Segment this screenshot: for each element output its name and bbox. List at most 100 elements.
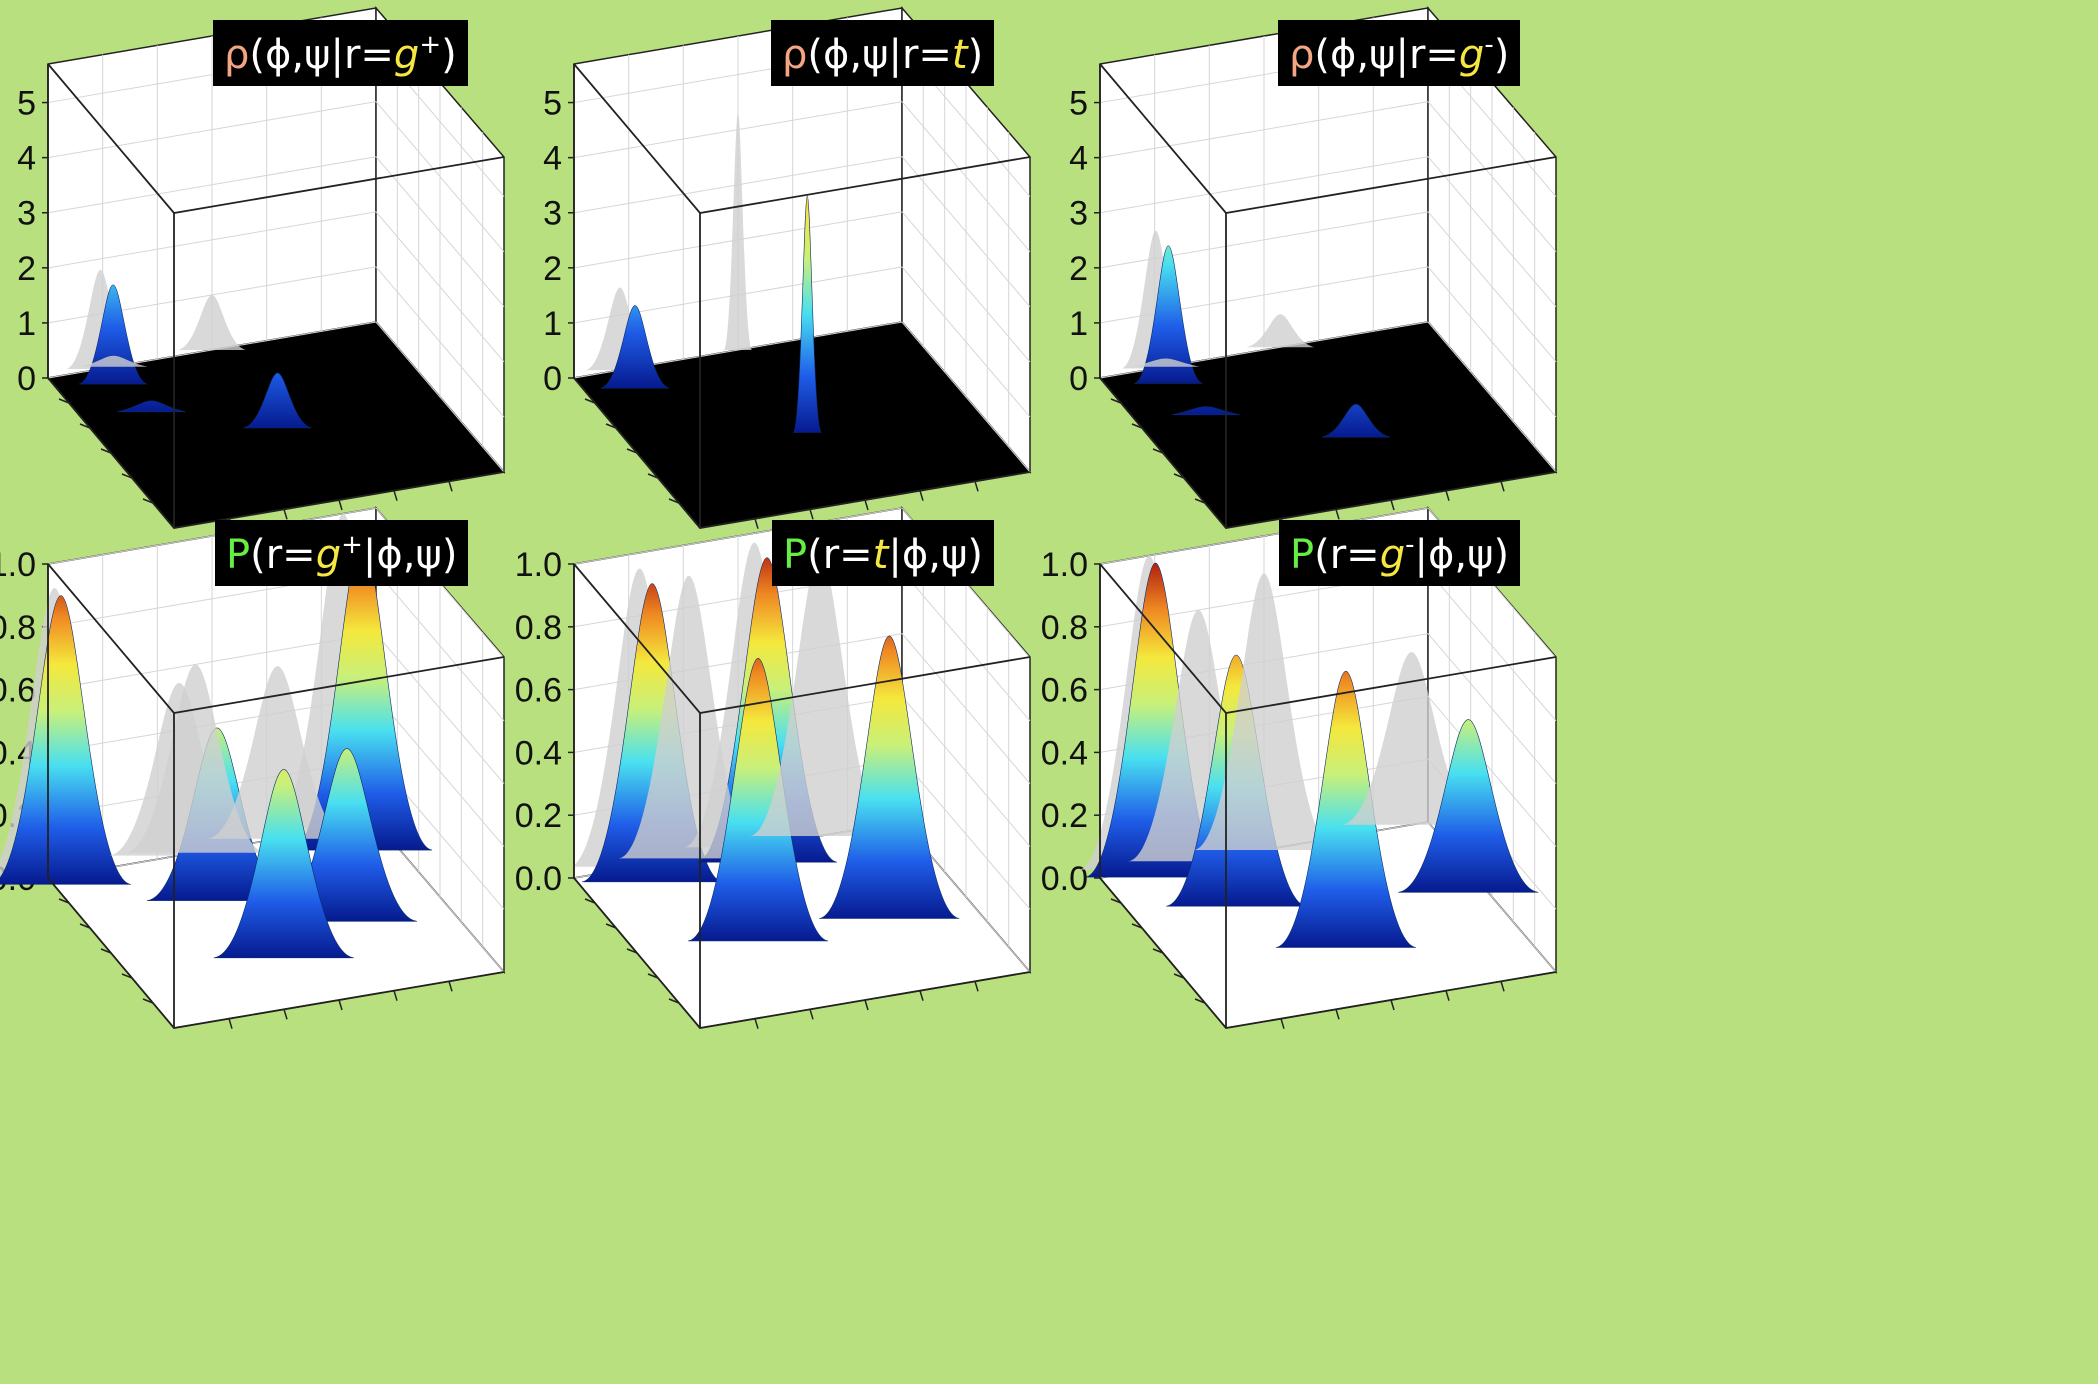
title-box <box>1278 20 1520 86</box>
floor-tick <box>393 990 398 1001</box>
surface-peaks <box>585 113 822 433</box>
surface-peak <box>117 400 186 413</box>
z-tick-label: 0.8 <box>515 609 562 647</box>
peak-projection <box>178 294 246 350</box>
title-post: |ϕ,ψ) <box>888 532 983 578</box>
title-sup: + <box>341 530 363 560</box>
title-box <box>215 520 468 586</box>
z-tick-label: 0.0 <box>515 860 562 898</box>
z-tick-label: 0.2 <box>515 797 562 835</box>
floor-tick <box>448 981 453 992</box>
floor-tick <box>919 990 924 1001</box>
floor-tick <box>1280 1018 1285 1029</box>
peak-projection <box>1246 314 1315 348</box>
floor-tick <box>338 999 343 1011</box>
floor-tick <box>809 509 814 520</box>
floor-tick <box>919 490 924 501</box>
z-tick-label: 0.8 <box>0 609 36 647</box>
z-tick-label: 3 <box>17 195 36 233</box>
z-tick-label: 0.6 <box>515 672 562 710</box>
title-box <box>213 20 468 86</box>
panel-title: P(r=g+|ϕ,ψ) <box>215 520 468 586</box>
floor-tick <box>1390 499 1395 511</box>
title-lead: ρ <box>1289 32 1314 78</box>
z-tick-label: 0.6 <box>0 672 36 710</box>
z-tick-label: 2 <box>17 250 36 288</box>
z-tick-label: 1 <box>17 305 36 343</box>
title-state: g <box>394 32 419 78</box>
title-pre: (r= <box>1314 532 1380 578</box>
surface-peak <box>688 657 829 942</box>
title-pre: (ϕ,ψ|r= <box>1314 32 1459 78</box>
title-sup: - <box>1405 530 1414 560</box>
floor-tick <box>1335 1009 1340 1020</box>
box-base-edge <box>47 564 505 1029</box>
z-tick-label: 4 <box>1069 140 1088 178</box>
z-tick-label: 2 <box>543 250 562 288</box>
chart-panel-2: 0 1 2 3 4 5 ρ(ϕ,ψ|r=t) <box>543 5 1032 529</box>
title-lead: P <box>783 532 807 578</box>
z-tick-label: 5 <box>543 85 562 123</box>
surface-peaks <box>0 513 433 959</box>
title-state: t <box>873 532 890 578</box>
floor-tick <box>754 518 759 529</box>
floor-tick <box>974 481 979 492</box>
z-tick-label: 1.0 <box>1041 546 1088 584</box>
z-tick-label: 0.0 <box>1041 860 1088 898</box>
z-tick-label: 0.4 <box>515 734 562 772</box>
title-text: P(r=g+|ϕ,ψ) <box>226 530 457 578</box>
surface-peak <box>1171 406 1240 416</box>
peak-projection <box>618 575 759 859</box>
floor-tick <box>864 499 869 511</box>
floor-tick <box>864 999 869 1011</box>
z-tick-label: 4 <box>17 140 36 178</box>
title-box <box>772 520 994 586</box>
box-base-edge <box>1099 564 1557 1029</box>
title-lead: ρ <box>782 32 807 78</box>
floor-tick <box>448 481 453 492</box>
z-tick-label: 0 <box>543 360 562 398</box>
peak-projection <box>79 355 148 367</box>
chart-panel-4: 0.00.20.40.60.81.0P(r=g+|ϕ,ψ) <box>0 505 506 1029</box>
surface-peak <box>1321 403 1391 438</box>
title-lead: P <box>1290 532 1314 578</box>
floor-tick <box>809 1009 814 1020</box>
peak-projection <box>207 666 348 839</box>
floor-tick <box>228 1018 233 1029</box>
title-state: t <box>952 32 969 78</box>
title-post: ) <box>1494 32 1510 78</box>
panel-title: P(r=t|ϕ,ψ) <box>772 520 994 586</box>
grid-line <box>901 321 1031 473</box>
panel-title: ρ(ϕ,ψ|r=g+) <box>213 20 468 86</box>
z-tick-label: 3 <box>1069 195 1088 233</box>
z-tick-label: 3 <box>543 195 562 233</box>
title-state: g <box>1459 32 1484 78</box>
title-box <box>1279 520 1520 586</box>
title-box <box>771 20 994 86</box>
z-tick-label: 1.0 <box>515 546 562 584</box>
floor-tick <box>1335 509 1340 520</box>
surface-peak <box>1398 719 1539 893</box>
z-tick-label: 2 <box>1069 250 1088 288</box>
z-tick-label: 0.8 <box>1041 609 1088 647</box>
panel-title: ρ(ϕ,ψ|r=g-) <box>1278 20 1520 86</box>
peak-projection <box>750 553 890 836</box>
title-pre: (ϕ,ψ|r= <box>249 32 394 78</box>
surface-peak <box>213 769 354 959</box>
peak-projection <box>724 113 752 351</box>
z-tick-label: 1.0 <box>0 546 36 584</box>
z-tick-label: 4 <box>543 140 562 178</box>
surface-peak <box>600 305 670 389</box>
title-lead: ρ <box>224 32 249 78</box>
title-post: |ϕ,ψ) <box>1414 532 1509 578</box>
title-pre: (r= <box>250 532 316 578</box>
floor-tick <box>393 490 398 501</box>
box-base-edge <box>573 564 1031 1029</box>
surface-peak <box>1134 245 1203 384</box>
floor-tick <box>1390 999 1395 1011</box>
box-base-edge <box>573 64 1031 529</box>
surface-peak <box>0 595 131 885</box>
floor-tick <box>283 509 288 520</box>
surface-peak <box>78 284 148 385</box>
